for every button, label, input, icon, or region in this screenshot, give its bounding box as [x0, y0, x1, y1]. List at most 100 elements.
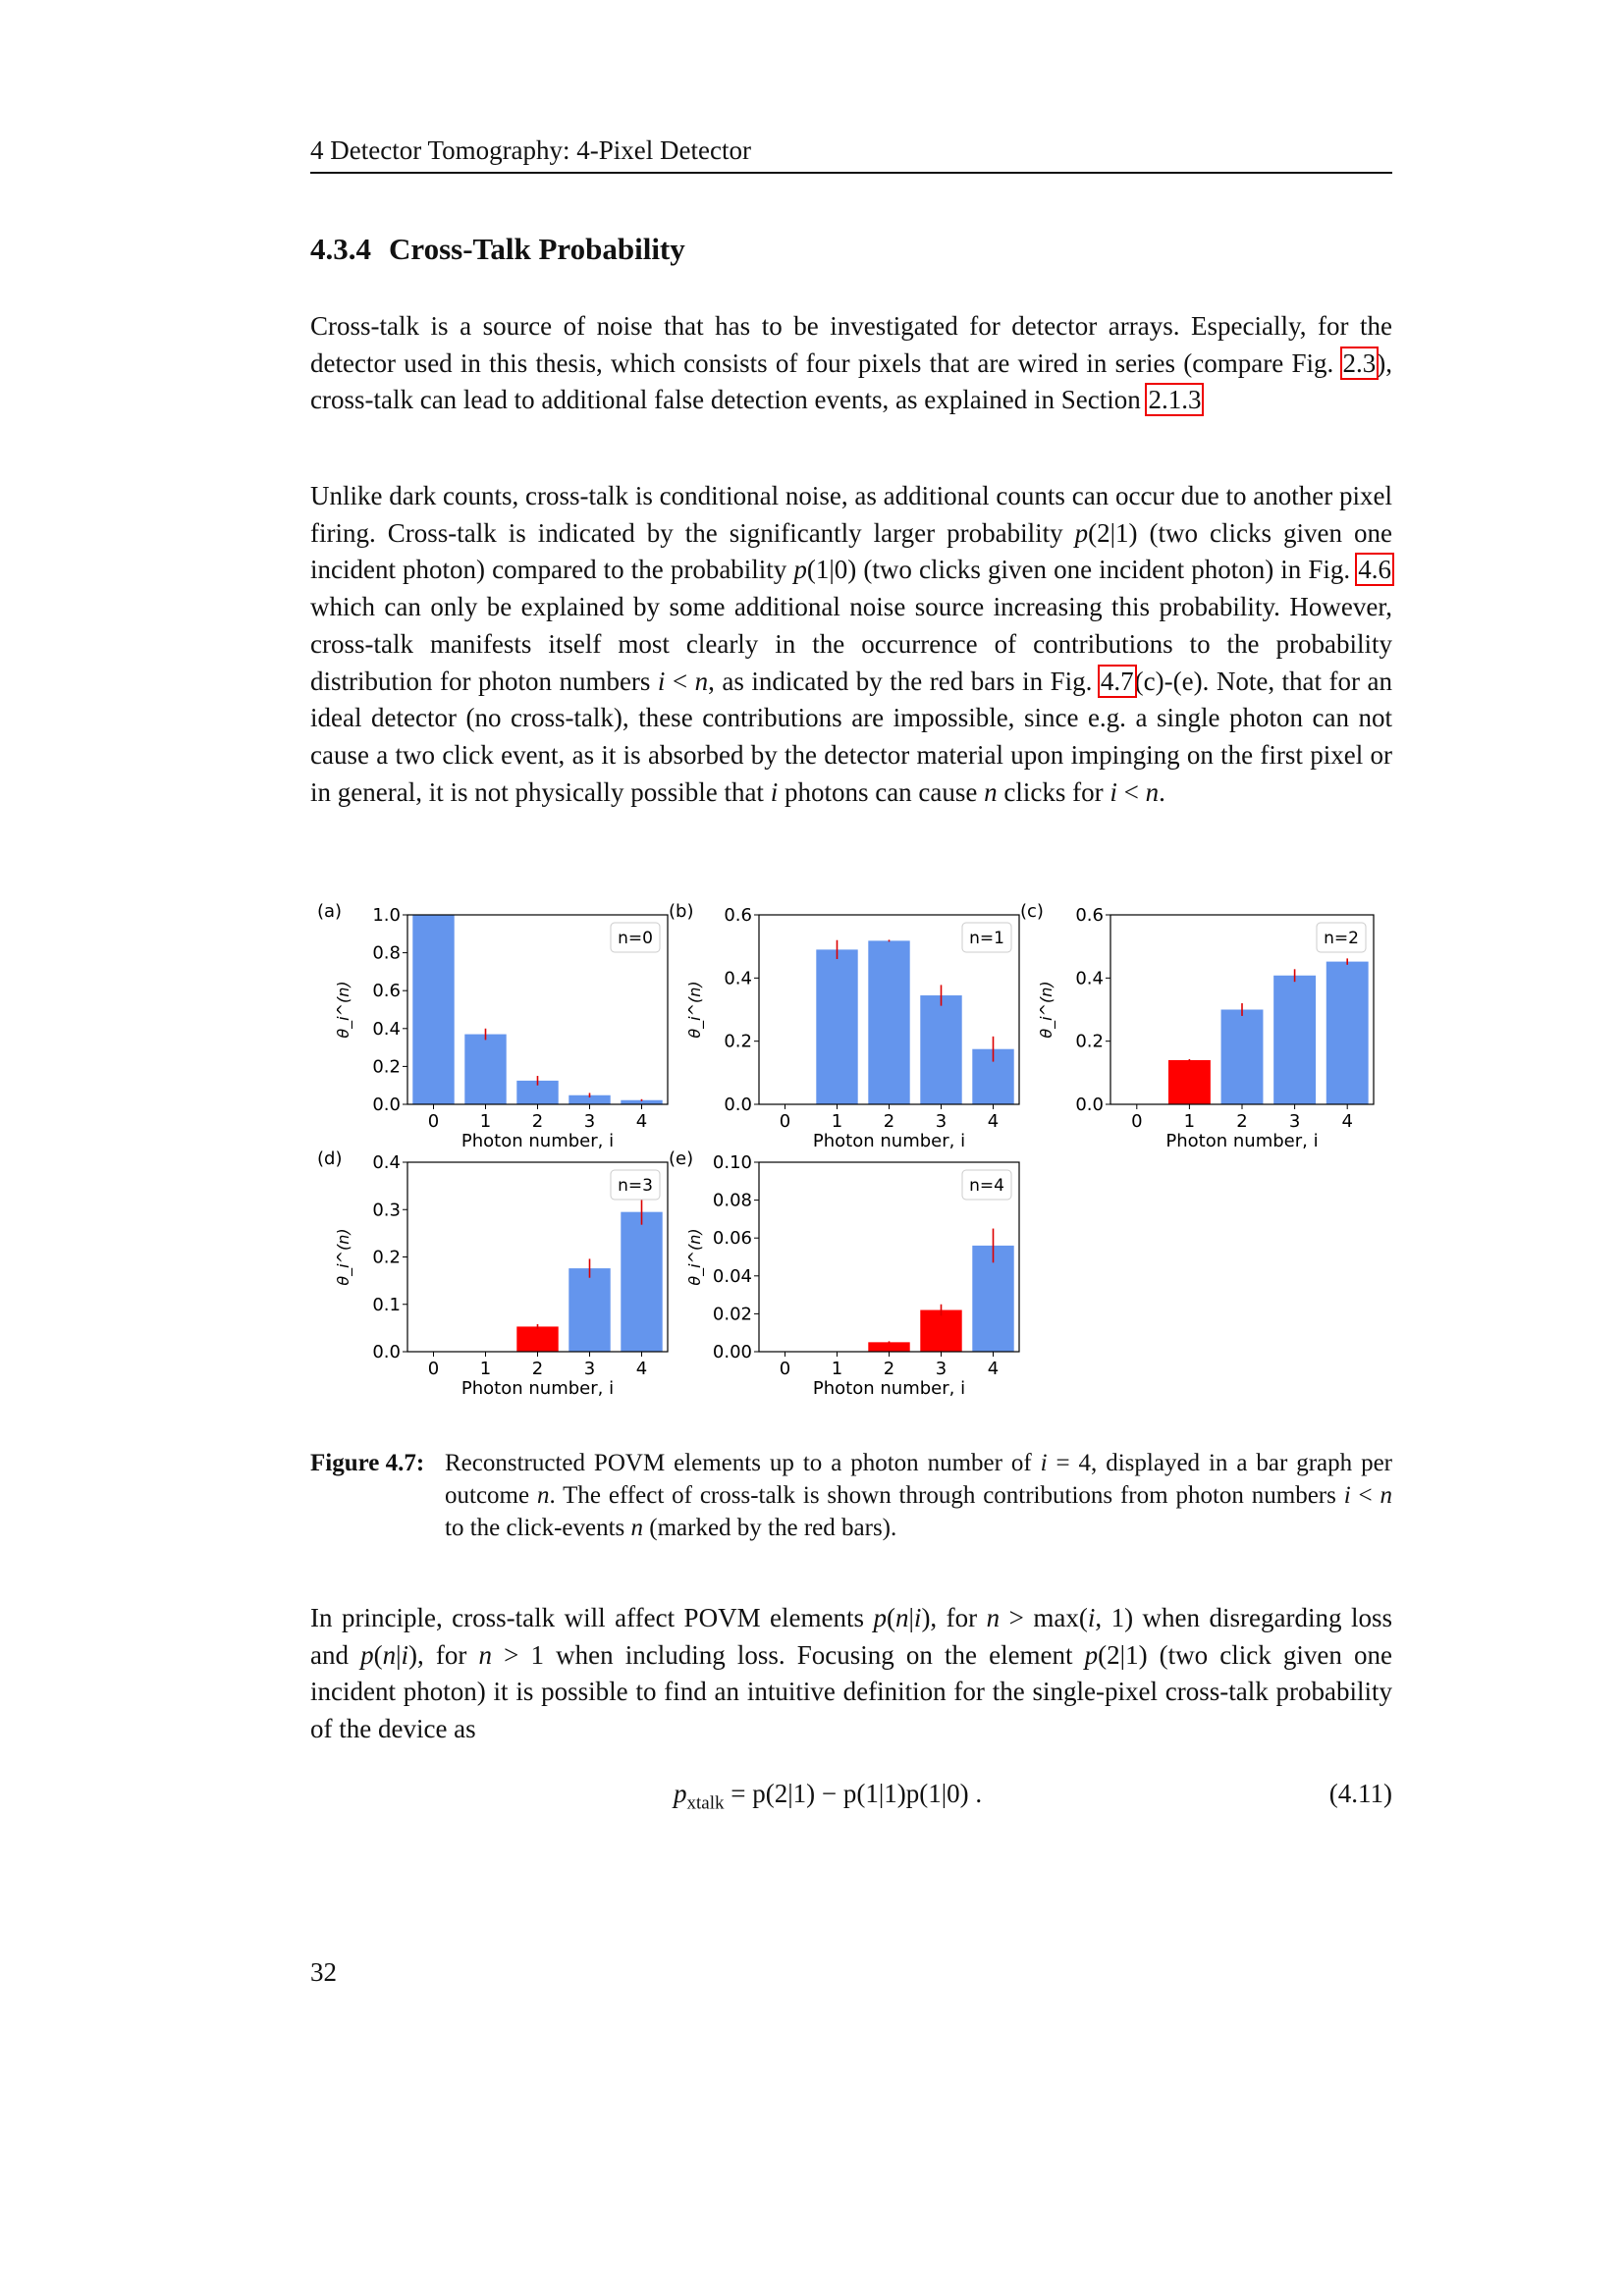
text-segment: <: [665, 666, 695, 696]
y-tick-label: 0.1: [372, 1295, 401, 1315]
cross-reference-link[interactable]: 2.3: [1339, 346, 1380, 380]
crosstalk-bar: [920, 1309, 962, 1352]
math-symbol: i: [1110, 776, 1117, 807]
math-symbol: p: [1074, 517, 1089, 548]
text-segment: which can only be explained by some addi…: [310, 592, 1392, 696]
legend-label: n=4: [969, 1176, 1004, 1196]
y-tick-label: 0.2: [372, 1056, 401, 1077]
bar: [568, 1095, 611, 1104]
y-axis-label: θ_i^(n): [685, 981, 705, 1038]
text-segment: Reconstructed POVM elements up to a phot…: [445, 1450, 1041, 1476]
math-symbol: i: [913, 1603, 922, 1632]
math-symbol: i: [1343, 1482, 1351, 1509]
x-tick-label: 1: [480, 1359, 491, 1379]
equation-body: pxtalk = p(2|1) − p(1|1)p(1|0) .: [674, 1779, 983, 1814]
x-tick-label: 0: [780, 1111, 790, 1132]
x-tick-label: 0: [428, 1359, 439, 1379]
math-symbol: n: [986, 1603, 1001, 1632]
x-tick-label: 2: [1236, 1111, 1247, 1132]
y-tick-label: 0.6: [1075, 905, 1104, 926]
bar: [568, 1268, 611, 1352]
x-tick-label: 2: [532, 1111, 543, 1132]
cross-reference-link[interactable]: 4.6: [1355, 553, 1394, 587]
cross-reference-link[interactable]: 4.7: [1097, 664, 1137, 698]
text-segment: > 1 when including loss. Focusing on the…: [492, 1639, 1085, 1670]
legend-box: [961, 1169, 1012, 1201]
y-tick-label: 0.06: [713, 1228, 752, 1249]
axes-frame: [406, 914, 669, 1105]
caption-label: Figure 4.7:: [310, 1450, 425, 1476]
y-tick-label: 0.04: [713, 1266, 752, 1287]
bar: [412, 915, 455, 1104]
y-tick-label: 0.2: [1075, 1032, 1104, 1052]
x-axis-label: Photon number, i: [813, 1378, 965, 1399]
math-symbol: p: [360, 1639, 374, 1670]
x-tick-label: 1: [480, 1111, 491, 1132]
legend-label: n=2: [1324, 929, 1359, 948]
paragraph-1: Cross-talk is a source of noise that has…: [310, 308, 1392, 419]
text-segment: (2|1) (two clicks given one incident pho…: [310, 517, 1392, 585]
math-symbol: n: [382, 1639, 397, 1670]
math-symbol: i: [657, 666, 666, 696]
text-segment: (2|1) (two click given one incident phot…: [310, 1639, 1392, 1744]
legend-label: n=3: [618, 1176, 653, 1196]
math-symbol: n: [694, 666, 709, 696]
crosstalk-bar: [1167, 1059, 1211, 1104]
text-segment: photons can cause: [778, 776, 985, 807]
axes-frame: [758, 1161, 1020, 1353]
x-tick-label: 0: [780, 1359, 790, 1379]
text-segment: ), for: [921, 1603, 987, 1632]
x-tick-label: 3: [936, 1111, 947, 1132]
text-segment: , 1) when disregarding loss and: [310, 1603, 1392, 1670]
x-tick-label: 1: [832, 1359, 842, 1379]
math-symbol: n: [895, 1603, 909, 1632]
text-segment: ), cross-talk can lead to additional fal…: [310, 347, 1392, 415]
x-tick-label: 3: [1289, 1111, 1300, 1132]
bar: [1220, 1009, 1264, 1104]
x-tick-label: 4: [636, 1359, 647, 1379]
text-segment: (: [373, 1639, 383, 1670]
y-tick-label: 0.4: [724, 968, 752, 988]
x-tick-label: 4: [988, 1359, 999, 1379]
math-symbol: i: [770, 776, 779, 807]
y-axis-label: θ_i^(n): [334, 1228, 353, 1285]
x-tick-label: 4: [988, 1111, 999, 1132]
text-segment: = 4, displayed in a bar graph per outcom…: [445, 1450, 1392, 1509]
y-tick-label: 0.10: [713, 1152, 752, 1173]
text-segment: <: [1350, 1482, 1380, 1509]
x-tick-label: 4: [636, 1111, 647, 1132]
crosstalk-bar: [516, 1326, 559, 1352]
running-head: 4 Detector Tomography: 4-Pixel Detector: [310, 135, 1392, 174]
legend-box: [610, 1169, 661, 1201]
cross-reference-link[interactable]: 2.1.3: [1145, 383, 1205, 417]
text-segment: (: [887, 1603, 896, 1632]
y-tick-label: 0.4: [372, 1152, 401, 1173]
panel-label: (c): [1020, 901, 1044, 922]
x-tick-label: 3: [584, 1111, 595, 1132]
axes-frame: [758, 914, 1020, 1105]
text-segment: (marked by the red bars).: [643, 1515, 897, 1541]
math-symbol: i: [1040, 1450, 1048, 1476]
math-symbol: n: [536, 1482, 550, 1509]
x-tick-label: 4: [1341, 1111, 1352, 1132]
y-tick-label: 0.6: [372, 981, 401, 1001]
bar: [816, 949, 858, 1104]
section-number: 4.3.4: [310, 232, 371, 266]
y-tick-label: 0.8: [372, 943, 401, 964]
bar: [1273, 975, 1317, 1104]
y-tick-label: 0.2: [372, 1248, 401, 1268]
y-tick-label: 0.0: [372, 1342, 401, 1362]
x-tick-label: 0: [428, 1111, 439, 1132]
panel-label: (b): [669, 901, 693, 922]
chart-panel-a: 0 1 2 3 4 0.0 0.2 0.4 0.6 0.8 1.0 Photon number, i θ…: [317, 901, 669, 1151]
bar: [621, 1211, 663, 1352]
y-tick-label: 0.0: [372, 1095, 401, 1115]
bar: [868, 940, 910, 1104]
text-segment: > max(: [1000, 1603, 1088, 1632]
y-tick-label: 0.0: [1075, 1095, 1104, 1115]
math-symbol: n: [984, 776, 998, 807]
bar: [972, 1245, 1014, 1352]
math-symbol: n: [1145, 776, 1160, 807]
y-tick-label: 1.0: [372, 905, 401, 926]
x-axis-label: Photon number, i: [461, 1378, 614, 1399]
